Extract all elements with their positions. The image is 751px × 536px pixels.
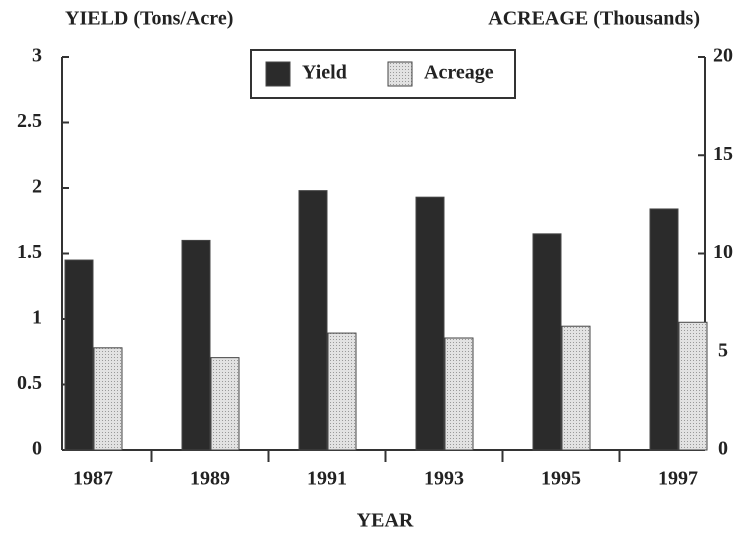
y-tick-label: 1.5: [17, 241, 42, 263]
x-tick-label: 1997: [658, 468, 698, 490]
x-tick-label: 1993: [424, 468, 464, 490]
bar: [210, 357, 240, 451]
y2-tick-label: 15: [713, 143, 733, 165]
x-tick-label: 1987: [73, 468, 113, 490]
y2-tick-label: 10: [713, 241, 733, 263]
y2-tick-label: 20: [713, 45, 733, 67]
y-tick-label: 0.5: [17, 372, 42, 394]
x-tick-label: 1991: [307, 468, 347, 490]
bar: [327, 332, 357, 451]
x-tick-label: 1989: [190, 468, 230, 490]
bar: [298, 190, 328, 451]
legend-swatch: [265, 61, 291, 87]
y-tick-label: 1: [32, 307, 42, 329]
bar: [649, 208, 679, 451]
y2-tick-label: 5: [718, 339, 728, 361]
bar: [181, 239, 211, 451]
bar: [678, 321, 708, 451]
y2-tick-label: 0: [718, 438, 728, 460]
y-tick-label: 3: [32, 45, 42, 67]
x-axis-label: YEAR: [357, 510, 414, 532]
y-axis-label: YIELD (Tons/Acre): [65, 8, 233, 30]
legend-swatch: [387, 61, 413, 87]
bar: [444, 337, 474, 451]
bar: [64, 259, 94, 451]
bar: [532, 233, 562, 451]
x-tick-label: 1995: [541, 468, 581, 490]
bar: [415, 196, 445, 451]
legend-label: Yield: [302, 62, 347, 84]
bar: [561, 325, 591, 451]
bar: [93, 347, 123, 451]
y2-axis-label: ACREAGE (Thousands): [488, 8, 700, 30]
y-tick-label: 2.5: [17, 110, 42, 132]
legend-box: [250, 49, 516, 99]
y-tick-label: 0: [32, 438, 42, 460]
legend-label: Acreage: [424, 62, 494, 84]
y-tick-label: 2: [32, 176, 42, 198]
